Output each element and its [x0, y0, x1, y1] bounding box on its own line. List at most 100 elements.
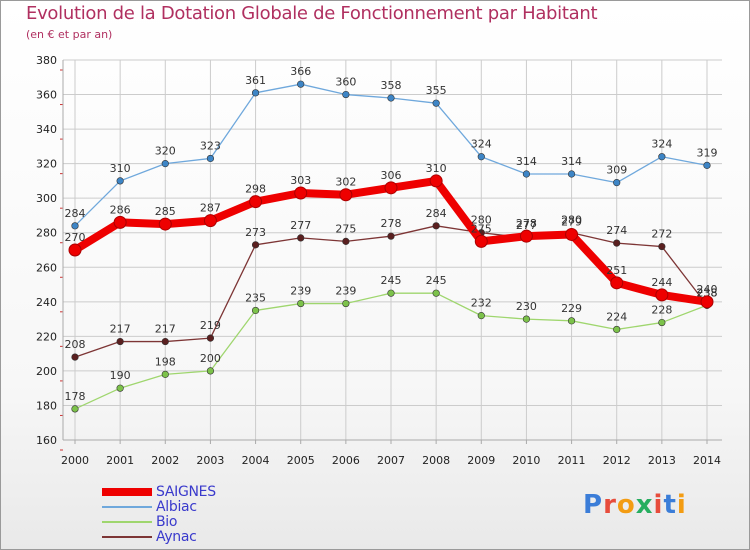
data-point	[251, 306, 260, 315]
data-point	[342, 90, 350, 99]
data-label: 240	[697, 283, 718, 296]
data-point	[387, 289, 395, 297]
x-tick-label: 2012	[603, 454, 631, 467]
data-label: 277	[516, 219, 537, 232]
data-point	[432, 289, 440, 297]
data-label: 274	[606, 224, 627, 237]
data-label: 270	[65, 231, 86, 244]
data-label: 319	[697, 146, 718, 159]
data-label: 190	[110, 369, 131, 382]
data-label: 217	[155, 323, 176, 336]
data-point	[251, 241, 260, 249]
x-tick-label: 2008	[422, 454, 450, 467]
data-point	[206, 367, 215, 375]
x-tick-label: 2002	[151, 454, 179, 467]
logo-letter: x	[635, 490, 654, 520]
y-tick-label: 360	[36, 89, 57, 102]
data-point	[519, 229, 533, 243]
data-point	[161, 337, 169, 346]
data-point	[387, 232, 395, 240]
data-point	[522, 315, 531, 323]
y-tick-label: 340	[36, 123, 57, 136]
series-bio: 178 190 198 200 235 239 239 245 245 232 230 229 224 2…	[65, 274, 718, 413]
legend-item-bio: Bio	[102, 514, 216, 530]
legend-item-albiac: Albiac	[102, 498, 216, 515]
data-label: 219	[200, 319, 221, 332]
y-tick-label: 380	[36, 54, 57, 67]
data-label: 208	[65, 338, 86, 351]
data-point	[703, 161, 711, 169]
data-label: 310	[110, 162, 131, 175]
data-point	[158, 217, 172, 231]
data-point	[68, 243, 82, 257]
data-label: 217	[110, 323, 131, 336]
data-point	[161, 160, 169, 168]
logo-letter: P	[583, 490, 604, 520]
legend-label: Albiac	[156, 498, 197, 515]
x-tick-label: 2007	[377, 454, 405, 467]
data-point	[203, 214, 217, 228]
data-point	[700, 295, 714, 309]
data-point	[206, 334, 215, 342]
data-label: 358	[381, 79, 402, 92]
data-label: 230	[516, 300, 537, 313]
data-label: 309	[606, 164, 627, 177]
data-point	[342, 237, 350, 245]
x-tick-label: 2013	[648, 454, 676, 467]
data-point	[71, 405, 79, 413]
series-aynac: 208 217 217 219 273 277 275 278 284 280 277 280 274 2…	[65, 207, 718, 361]
data-point	[249, 195, 263, 209]
data-point	[432, 99, 440, 107]
data-point	[71, 222, 79, 230]
data-label: 239	[335, 285, 356, 298]
data-label: 198	[155, 355, 176, 368]
data-point	[297, 299, 305, 308]
data-label: 286	[110, 203, 131, 216]
data-point	[116, 384, 124, 392]
proxiti-logo: Proxiti	[583, 490, 687, 520]
y-tick-label: 280	[36, 227, 57, 240]
legend-swatch	[102, 505, 152, 508]
legend-item-aynac: Aynac	[102, 529, 216, 545]
data-point	[297, 234, 305, 242]
data-point	[613, 239, 621, 247]
data-label: 244	[651, 276, 672, 289]
data-label: 287	[200, 202, 221, 215]
data-point	[522, 170, 531, 178]
data-point	[565, 227, 579, 241]
data-label: 245	[381, 274, 402, 287]
data-label: 279	[561, 215, 582, 228]
data-label: 245	[426, 274, 447, 287]
y-tick-label: 200	[36, 365, 57, 378]
data-point	[113, 215, 127, 229]
data-label: 228	[651, 304, 672, 317]
x-tick-label: 2014	[693, 454, 721, 467]
chart-subtitle: (en € et par an)	[26, 28, 113, 41]
data-point	[567, 317, 576, 325]
y-tick-label: 220	[36, 330, 57, 343]
data-label: 302	[335, 176, 356, 189]
data-point	[297, 80, 305, 88]
data-point	[251, 89, 260, 97]
data-point	[658, 153, 666, 161]
data-point	[339, 188, 353, 202]
data-point	[432, 222, 440, 230]
data-label: 361	[245, 74, 266, 87]
logo-letter: o	[616, 490, 636, 520]
data-label: 275	[335, 222, 356, 235]
data-label: 285	[155, 205, 176, 218]
data-point	[294, 186, 308, 200]
x-tick-label: 2011	[558, 454, 586, 467]
data-point	[613, 179, 621, 187]
data-label: 280	[561, 214, 582, 227]
data-label: 275	[471, 222, 492, 235]
data-label: 314	[516, 155, 537, 168]
data-point	[567, 170, 576, 178]
x-tick-label: 2001	[106, 454, 134, 467]
data-label: 280	[471, 214, 492, 227]
logo-letter: i	[653, 490, 664, 520]
data-label: 235	[245, 291, 266, 304]
logo-letter: r	[603, 490, 617, 520]
y-tick-label: 320	[36, 158, 57, 171]
